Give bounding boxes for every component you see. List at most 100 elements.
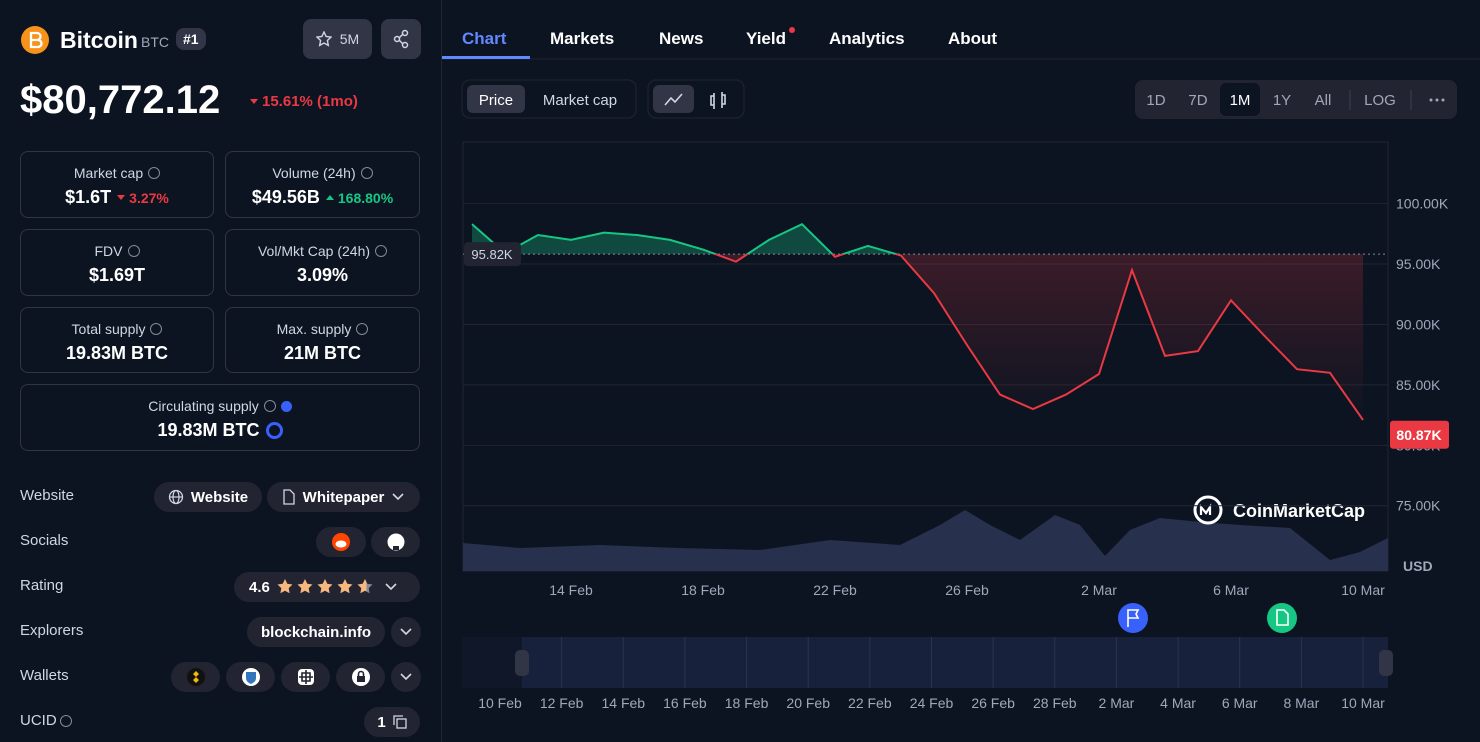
divider [441, 0, 442, 742]
stat-change: 3.27% [117, 190, 169, 206]
y-tick-label: 100.00K [1396, 196, 1449, 212]
link-text: Website [190, 488, 249, 506]
price-line-down [504, 254, 1364, 421]
range-option[interactable]: LOG [1364, 92, 1396, 109]
row-label: Explorers [20, 622, 84, 639]
tab[interactable]: Markets [550, 29, 614, 48]
row-label: Socials [20, 532, 69, 549]
navigator-label: 22 Feb [848, 695, 892, 711]
stat-label-row: Circulating supply [21, 398, 419, 414]
info-icon [360, 167, 373, 179]
info-icon [59, 714, 72, 727]
navigator-window[interactable] [522, 637, 1388, 688]
tab[interactable]: News [659, 29, 703, 48]
rating-stars [277, 579, 373, 594]
x-tick-label: 18 Feb [681, 582, 725, 598]
range-option[interactable]: 1M [1230, 92, 1251, 109]
whitepaper-link[interactable]: Whitepaper [267, 482, 420, 512]
row-label: UCID [20, 712, 57, 729]
currency-label: USD [1403, 558, 1433, 574]
range-option[interactable]: 1D [1146, 92, 1165, 109]
rating-pill[interactable]: 4.6 [234, 572, 420, 602]
info-icon [150, 323, 163, 335]
tab[interactable]: Analytics [829, 29, 905, 48]
change-arrow [250, 99, 258, 104]
explorer-more[interactable] [391, 617, 421, 647]
change-text: 3.27% [129, 189, 169, 206]
event-note[interactable] [1267, 603, 1297, 633]
sidebar: Bitcoin BTC #1 5M $80,772.12 15.61% (1mo… [0, 0, 441, 742]
tab[interactable]: About [948, 29, 997, 48]
ucid-copy[interactable]: 1 [364, 707, 420, 737]
rank-badge: #1 [176, 28, 206, 50]
stat-card: Max. supply 21M BTC [225, 307, 420, 373]
navigator-handle[interactable] [1379, 650, 1393, 676]
stat-label-row: FDV [21, 243, 213, 259]
stat-value-row: $1.69T [21, 265, 213, 286]
info-icon [263, 400, 276, 412]
stat-value-row: 19.83M BTC [21, 420, 419, 441]
share-button[interactable] [381, 19, 421, 59]
candle-icon[interactable] [710, 92, 726, 109]
view-option[interactable]: Price [479, 92, 513, 109]
y-tick-label: 75.00K [1396, 498, 1441, 514]
info-icon [127, 245, 140, 257]
navigator-label: 12 Feb [540, 695, 584, 711]
view-toggle [461, 79, 637, 119]
reddit-link[interactable] [316, 527, 366, 557]
stat-label: FDV [94, 243, 123, 259]
stat-value: $1.69T [88, 265, 146, 285]
x-tick-label: 6 Mar [1213, 582, 1249, 598]
info-icon [148, 167, 161, 179]
wallet-button[interactable] [336, 662, 385, 692]
watchlist-button[interactable]: 5M [303, 19, 372, 59]
stat-label: Max. supply [276, 321, 352, 337]
line-type-button[interactable] [653, 85, 694, 113]
star [317, 579, 333, 594]
event-flag[interactable] [1118, 603, 1148, 633]
navigator-handle[interactable] [515, 650, 529, 676]
wallet-button[interactable] [281, 662, 330, 692]
stat-change: 168.80% [325, 190, 393, 206]
y-tick-label: 90.00K [1396, 316, 1441, 332]
x-tick-label: 26 Feb [945, 582, 989, 598]
tab-underline [442, 56, 530, 59]
reference-tag [464, 242, 521, 267]
explorer-text: blockchain.info [260, 623, 371, 641]
stat-label-row: Vol/Mkt Cap (24h) [226, 243, 419, 259]
wallet-icon [186, 668, 205, 686]
view-option[interactable]: Market cap [543, 92, 617, 109]
copy-icon [393, 715, 407, 729]
watchlist-count: 5M [339, 31, 360, 47]
tab[interactable]: Chart [462, 29, 507, 48]
area-up [472, 224, 1363, 255]
range-option[interactable]: 1Y [1273, 92, 1291, 109]
website-link[interactable]: Website [154, 482, 262, 512]
github-link[interactable] [371, 527, 420, 557]
navigator-label: 26 Feb [971, 695, 1015, 711]
range-option[interactable]: 7D [1188, 92, 1207, 109]
navigator-label: 20 Feb [786, 695, 830, 711]
stat-card: Vol/Mkt Cap (24h) 3.09% [225, 229, 420, 296]
chart-type-toggle [647, 79, 745, 119]
range-option[interactable]: All [1315, 92, 1332, 109]
coin-symbol: BTC [141, 34, 169, 50]
link-text: Whitepaper [302, 488, 385, 506]
navigator-label: 10 Feb [478, 695, 522, 711]
tab[interactable]: Yield [746, 29, 786, 48]
stat-label-row: Volume (24h) [226, 165, 419, 181]
wallet-button[interactable] [171, 662, 220, 692]
stat-value-row: $1.6T 3.27% [21, 187, 213, 208]
price: $80,772.12 [20, 78, 221, 122]
navigator-label: 4 Mar [1160, 695, 1196, 711]
github-icon [387, 533, 404, 551]
more-button[interactable] [1429, 98, 1445, 102]
stat-label-row: Max. supply [226, 321, 419, 337]
navigator-label: 8 Mar [1283, 695, 1319, 711]
wallet-button[interactable] [226, 662, 275, 692]
explorer-link[interactable]: blockchain.info [247, 617, 385, 647]
wallets-more[interactable] [391, 662, 421, 692]
change-arrow [117, 195, 126, 200]
info-icon [375, 245, 388, 257]
